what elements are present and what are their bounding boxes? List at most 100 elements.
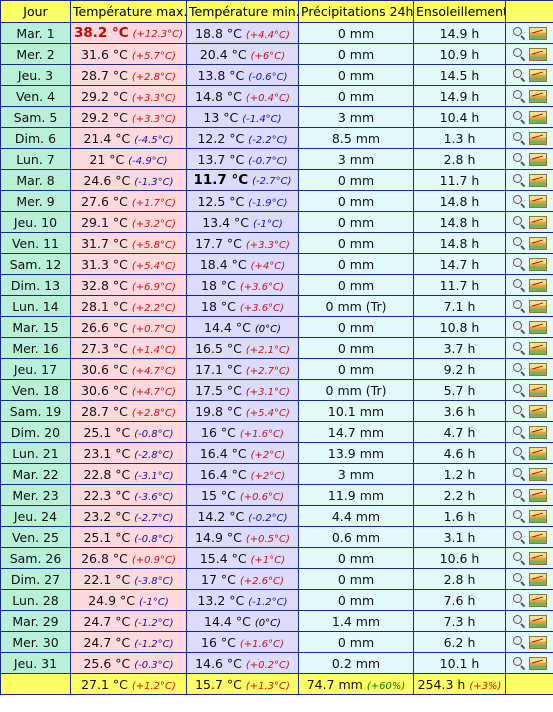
table-row: Mar. 8 24.6 °C (-1.3°C) 11.7 °C (-2.7°C) 0 … bbox=[0, 169, 553, 191]
day-cell: Mar. 29 bbox=[0, 610, 71, 632]
chart-icon[interactable] bbox=[528, 552, 547, 566]
chart-icon[interactable] bbox=[528, 636, 547, 650]
table-row: Jeu. 3 28.7 °C (+2.8°C) 13.8 °C (-0.6°C) 0 … bbox=[0, 64, 553, 86]
magnifier-icon[interactable] bbox=[512, 299, 527, 314]
magnifier-icon[interactable] bbox=[512, 257, 527, 272]
tmax-value: 28.7 °C bbox=[81, 403, 128, 419]
magnifier-icon[interactable] bbox=[512, 530, 527, 545]
magnifier-icon[interactable] bbox=[512, 614, 527, 629]
chart-icon[interactable] bbox=[528, 489, 547, 503]
magnifier-icon[interactable] bbox=[512, 509, 527, 524]
magnifier-icon[interactable] bbox=[512, 152, 527, 167]
chart-icon[interactable] bbox=[528, 363, 547, 377]
tmax-anomaly: (+0.9°C) bbox=[131, 554, 176, 566]
magnifier-icon[interactable] bbox=[512, 488, 527, 503]
magnifier-icon[interactable] bbox=[512, 47, 527, 62]
magnifier-icon[interactable] bbox=[512, 110, 527, 125]
precipitation-cell: 0 mm bbox=[298, 631, 414, 653]
icons-cell bbox=[505, 64, 553, 86]
chart-icon[interactable] bbox=[528, 510, 547, 524]
tmin-anomaly: (+6°C) bbox=[250, 50, 286, 62]
tmax-value: 27.3 °C bbox=[81, 340, 128, 356]
tmin-cell: 13.8 °C (-0.6°C) bbox=[186, 64, 299, 86]
chart-icon[interactable] bbox=[528, 69, 547, 83]
magnifier-icon[interactable] bbox=[512, 89, 527, 104]
day-cell: Jeu. 3 bbox=[0, 64, 71, 86]
chart-icon[interactable] bbox=[528, 531, 547, 545]
chart-icon[interactable] bbox=[528, 258, 547, 272]
magnifier-icon[interactable] bbox=[512, 635, 527, 650]
icons-cell bbox=[505, 316, 553, 338]
chart-icon[interactable] bbox=[528, 90, 547, 104]
tmax-cell: 21 °C (-4.9°C) bbox=[70, 148, 187, 170]
chart-icon[interactable] bbox=[528, 321, 547, 335]
header-precipitation: Précipitations 24h bbox=[298, 0, 414, 23]
chart-icon[interactable] bbox=[528, 216, 547, 230]
day-cell: Mar. 22 bbox=[0, 463, 71, 485]
magnifier-icon[interactable] bbox=[512, 383, 527, 398]
magnifier-icon[interactable] bbox=[512, 425, 527, 440]
tmin-value: 13.2 °C bbox=[197, 592, 245, 608]
chart-icon[interactable] bbox=[528, 300, 547, 314]
tmax-cell: 28.7 °C (+2.8°C) bbox=[70, 400, 187, 422]
chart-icon[interactable] bbox=[528, 27, 547, 41]
tmin-value: 15 °C bbox=[201, 487, 236, 503]
magnifier-icon[interactable] bbox=[512, 446, 527, 461]
chart-icon[interactable] bbox=[528, 657, 547, 671]
chart-icon[interactable] bbox=[528, 132, 547, 146]
chart-icon[interactable] bbox=[528, 468, 547, 482]
chart-icon[interactable] bbox=[528, 174, 547, 188]
tmin-cell: 16.4 °C (+2°C) bbox=[186, 463, 299, 485]
icons-cell bbox=[505, 526, 553, 548]
total-tmax-anomaly: (+1.2°C) bbox=[131, 680, 176, 692]
magnifier-icon[interactable] bbox=[512, 131, 527, 146]
magnifier-icon[interactable] bbox=[512, 656, 527, 671]
day-cell: Ven. 18 bbox=[0, 379, 71, 401]
magnifier-icon[interactable] bbox=[512, 236, 527, 251]
tmax-anomaly: (+4.7°C) bbox=[131, 386, 176, 398]
chart-icon[interactable] bbox=[528, 48, 547, 62]
chart-icon[interactable] bbox=[528, 279, 547, 293]
tmin-anomaly: (+3.6°C) bbox=[239, 302, 284, 314]
magnifier-icon[interactable] bbox=[512, 341, 527, 356]
magnifier-icon[interactable] bbox=[512, 68, 527, 83]
magnifier-icon[interactable] bbox=[512, 593, 527, 608]
tmin-cell: 14.4 °C (0°C) bbox=[186, 316, 299, 338]
tmax-anomaly: (+3.2°C) bbox=[131, 218, 176, 230]
magnifier-icon[interactable] bbox=[512, 26, 527, 41]
magnifier-icon[interactable] bbox=[512, 467, 527, 482]
chart-icon[interactable] bbox=[528, 594, 547, 608]
chart-icon[interactable] bbox=[528, 111, 547, 125]
magnifier-icon[interactable] bbox=[512, 551, 527, 566]
chart-icon[interactable] bbox=[528, 153, 547, 167]
sunshine-cell: 1.3 h bbox=[413, 127, 506, 149]
magnifier-icon[interactable] bbox=[512, 362, 527, 377]
magnifier-icon[interactable] bbox=[512, 320, 527, 335]
tmin-anomaly: (+3.3°C) bbox=[245, 239, 290, 251]
tmin-cell: 11.7 °C (-2.7°C) bbox=[186, 169, 299, 191]
chart-icon[interactable] bbox=[528, 195, 547, 209]
magnifier-icon[interactable] bbox=[512, 572, 527, 587]
tmin-value: 18 °C bbox=[201, 298, 236, 314]
day-cell: Sam. 12 bbox=[0, 253, 71, 275]
chart-icon[interactable] bbox=[528, 426, 547, 440]
chart-icon[interactable] bbox=[528, 342, 547, 356]
chart-icon[interactable] bbox=[528, 405, 547, 419]
tmin-value: 13 °C bbox=[203, 109, 239, 125]
chart-icon[interactable] bbox=[528, 237, 547, 251]
tmin-cell: 13.4 °C (-1°C) bbox=[186, 211, 299, 233]
chart-icon[interactable] bbox=[528, 384, 547, 398]
magnifier-icon[interactable] bbox=[512, 278, 527, 293]
day-cell: Mar. 1 bbox=[0, 22, 71, 44]
magnifier-icon[interactable] bbox=[512, 404, 527, 419]
magnifier-icon[interactable] bbox=[512, 173, 527, 188]
table-row: Lun. 14 28.1 °C (+2.2°C) 18 °C (+3.6°C) 0 m… bbox=[0, 295, 553, 317]
magnifier-icon[interactable] bbox=[512, 194, 527, 209]
magnifier-icon[interactable] bbox=[512, 215, 527, 230]
tmax-anomaly: (+5.7°C) bbox=[131, 50, 176, 62]
tmax-value: 27.6 °C bbox=[81, 193, 128, 209]
chart-icon[interactable] bbox=[528, 447, 547, 461]
chart-icon[interactable] bbox=[528, 615, 547, 629]
chart-icon[interactable] bbox=[528, 573, 547, 587]
sunshine-cell: 3.7 h bbox=[413, 337, 506, 359]
